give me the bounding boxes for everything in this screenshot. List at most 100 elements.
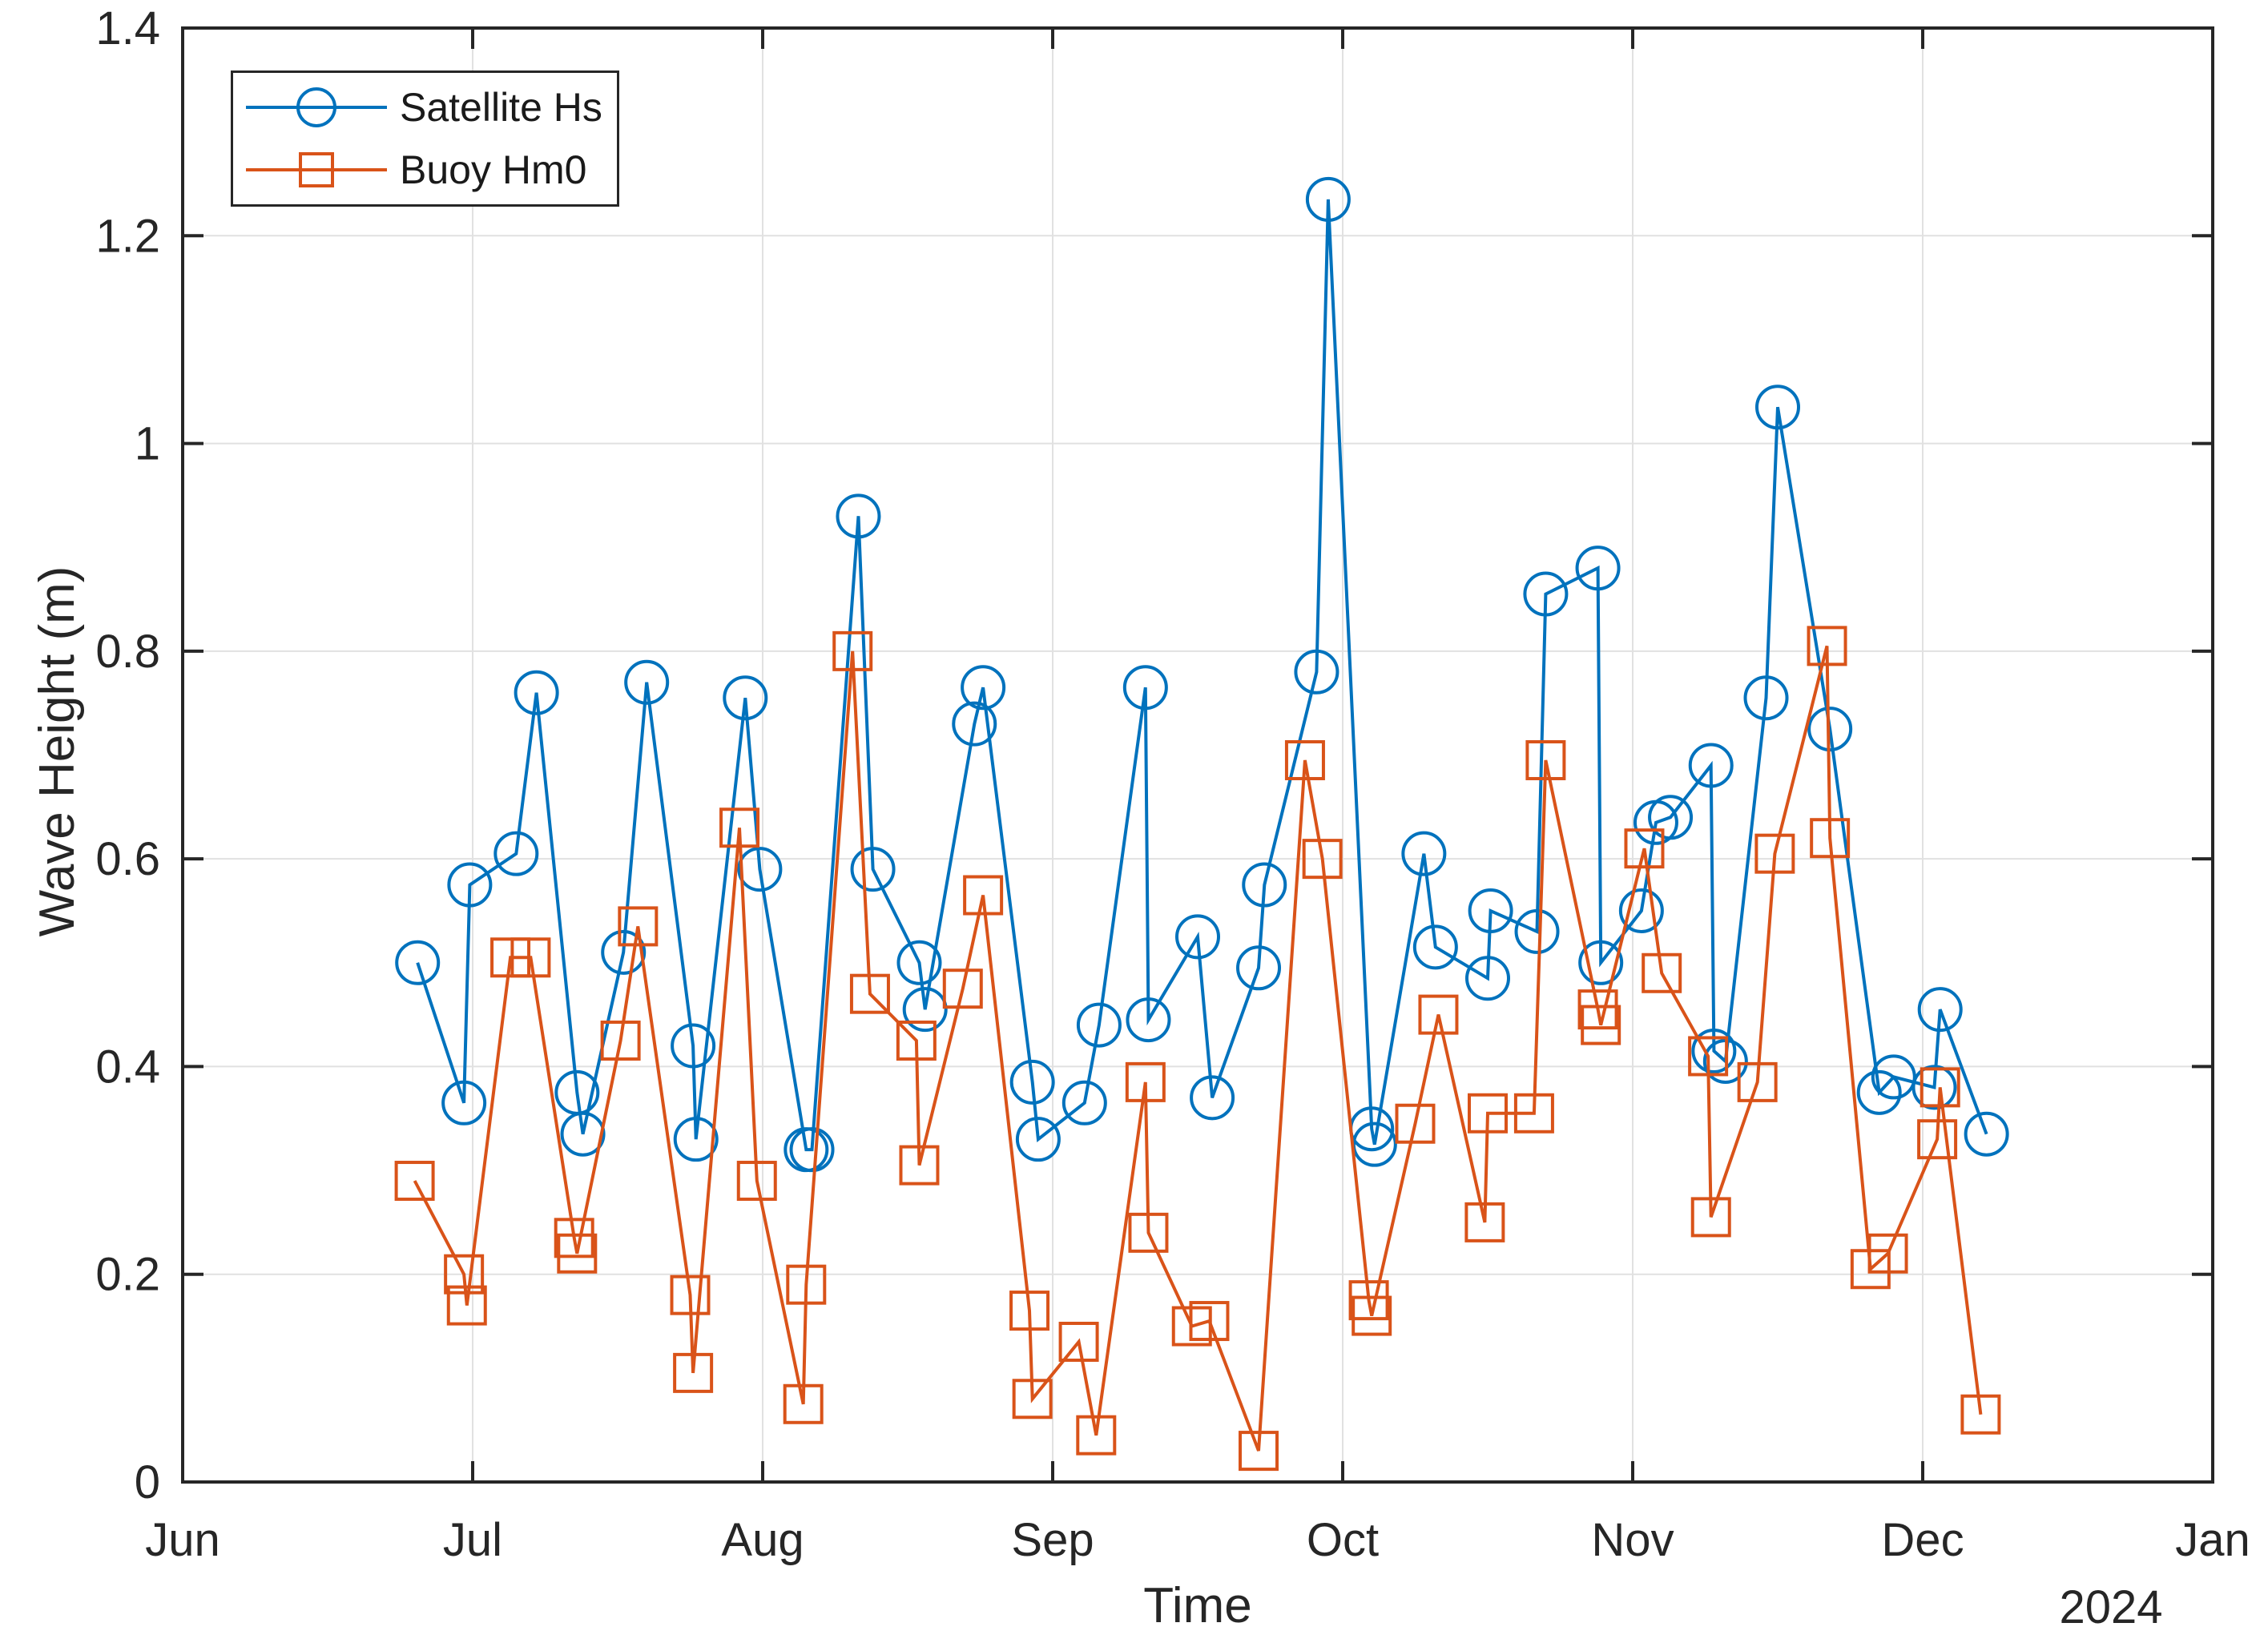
satellite-marker-circle — [1523, 571, 1569, 617]
satellite-marker-circle — [789, 1127, 835, 1173]
y-tick-label: 1.4 — [95, 2, 160, 54]
buoy-marker-square — [899, 1145, 940, 1186]
satellite-marker-circle — [1076, 1002, 1122, 1048]
x-tick-label: Jun — [145, 1514, 220, 1566]
satellite-marker-circle — [1917, 987, 1963, 1033]
buoy-marker-square — [1577, 989, 1618, 1030]
y-tick-label: 1.2 — [95, 210, 160, 262]
buoy-marker-square — [1642, 952, 1682, 993]
satellite-marker-circle — [952, 701, 997, 747]
buoy-marker-square — [1810, 818, 1851, 859]
y-tick-labels: 0 0.2 0.4 0.6 0.8 1 1.2 1.4 — [95, 2, 160, 1508]
buoy-marker-square — [670, 1275, 711, 1315]
legend-label-buoy: Buoy Hm0 — [400, 147, 587, 193]
buoy-marker-square — [1920, 1067, 1960, 1108]
buoy-marker-square — [1395, 1103, 1436, 1144]
satellite-marker-circle — [1575, 546, 1621, 591]
buoy-marker-square — [849, 973, 890, 1014]
satellite-marker-circle — [560, 1111, 606, 1157]
satellite-marker-circle — [1911, 1065, 1957, 1110]
satellite-marker-circle — [1412, 924, 1458, 970]
satellite-marker-circle — [1236, 945, 1282, 991]
buoy-marker-square — [444, 1254, 485, 1295]
x-tick-label: Nov — [1591, 1514, 1674, 1566]
satellite-marker-circle — [1691, 1028, 1737, 1073]
satellite-marker-circle — [896, 940, 942, 985]
satellite-series-line — [416, 199, 1988, 1152]
buoy-marker-square — [1917, 1119, 1958, 1160]
satellite-marker-circle — [1401, 831, 1447, 876]
x-tick-label: Sep — [1011, 1514, 1094, 1566]
buoy-marker-square — [1058, 1321, 1099, 1362]
y-tick-label: 1 — [135, 418, 160, 470]
satellite-marker-circle — [1015, 1117, 1061, 1162]
grid-lines — [183, 28, 2213, 1482]
buoy-marker-square — [1737, 1061, 1778, 1102]
legend-label-satellite: Satellite Hs — [400, 84, 602, 130]
satellite-marker-circle — [1190, 1075, 1235, 1121]
satellite-marker-circle — [737, 847, 783, 892]
legend-entry-buoy: Buoy Hm0 — [244, 141, 617, 199]
satellite-line-marker-icon — [246, 87, 387, 127]
satellite-marker-circle — [1514, 908, 1560, 954]
y-tick-label: 0 — [135, 1456, 160, 1508]
satellite-marker-circle — [1743, 675, 1789, 721]
satellite-marker-circle — [441, 1080, 487, 1126]
buoy-marker-square — [1754, 833, 1795, 874]
buoy-marker-square — [600, 1021, 641, 1061]
buoy-marker-square — [1581, 1005, 1621, 1045]
satellite-marker-circle — [447, 862, 493, 908]
satellite-marker-circle — [1122, 665, 1168, 711]
buoy-marker-square — [896, 1021, 937, 1061]
buoy-marker-square — [1688, 1036, 1729, 1077]
buoy-marker-square — [1867, 1233, 1908, 1274]
buoy-marker-square — [446, 1285, 487, 1326]
satellite-marker-circle — [601, 929, 647, 975]
buoy-line-marker-icon — [246, 152, 387, 188]
satellite-marker-circle — [1126, 997, 1171, 1043]
y-tick-label: 0.8 — [95, 626, 160, 678]
buoy-series — [394, 626, 2001, 1472]
satellite-marker-circle — [1175, 914, 1220, 960]
satellite-marker-circle — [902, 987, 948, 1033]
buoy-marker-square — [1624, 828, 1665, 869]
buoy-marker-square — [736, 1161, 777, 1202]
satellite-marker-circle — [673, 1117, 719, 1162]
x-tick-label: Dec — [1881, 1514, 1964, 1566]
buoy-marker-square — [1125, 1061, 1166, 1102]
satellite-marker-circle — [1294, 649, 1339, 695]
satellite-marker-circle — [723, 675, 768, 721]
x-tick-label: Jul — [443, 1514, 502, 1566]
buoy-marker-square — [1012, 1379, 1053, 1419]
satellite-marker-circle — [395, 940, 441, 985]
buoy-marker-square — [490, 937, 531, 978]
satellite-marker-circle — [1242, 862, 1287, 908]
x-axis-title: Time — [1143, 1578, 1252, 1633]
satellite-marker-circle — [624, 659, 670, 705]
buoy-marker-square — [557, 1233, 598, 1274]
buoy-marker-square — [1189, 1301, 1230, 1342]
satellite-marker-circle — [493, 831, 539, 876]
legend-entry-satellite: Satellite Hs — [244, 79, 617, 136]
buoy-marker-square — [1807, 626, 1847, 666]
buoy-marker-square — [394, 1161, 435, 1202]
satellite-marker-circle — [1465, 956, 1510, 1001]
satellite-marker-circle — [1648, 795, 1694, 840]
satellite-marker-circle — [961, 665, 1006, 711]
buoy-marker-square — [1418, 994, 1459, 1035]
buoy-marker-square — [1960, 1394, 2001, 1435]
buoy-marker-square — [786, 1264, 827, 1305]
buoy-marker-square — [1464, 1202, 1505, 1242]
buoy-marker-square — [1009, 1291, 1050, 1331]
buoy-marker-square — [554, 1218, 594, 1258]
satellite-marker-circle — [671, 1023, 716, 1069]
buoy-marker-square — [618, 906, 659, 947]
satellite-marker-circle — [514, 670, 559, 715]
buoy-marker-square — [1348, 1280, 1389, 1321]
x-tick-label: Jan — [2175, 1514, 2250, 1566]
y-tick-label: 0.4 — [95, 1041, 160, 1093]
satellite-series — [395, 176, 2009, 1173]
axis-ticks — [181, 26, 2214, 1484]
